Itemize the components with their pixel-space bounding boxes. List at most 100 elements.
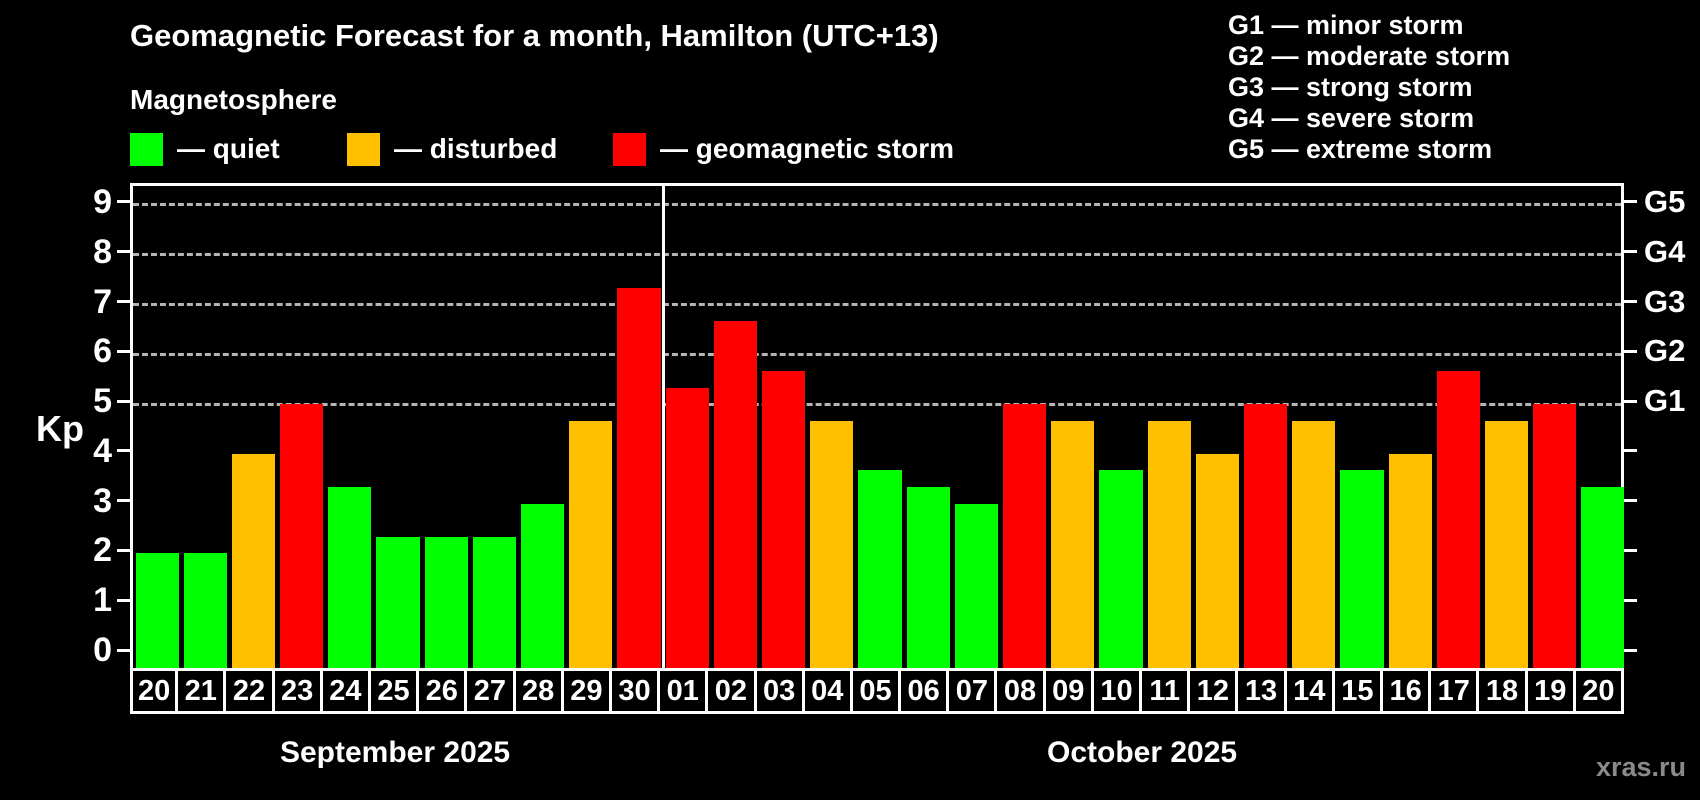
right-axis-tick — [1624, 250, 1637, 254]
legend-item-label: — geomagnetic storm — [660, 133, 955, 164]
legend-item-label: — quiet — [177, 133, 280, 164]
day-label-box: 17 — [1428, 668, 1480, 714]
kp-bar — [906, 487, 950, 668]
right-axis-tick — [1624, 399, 1637, 403]
kp-bar — [617, 288, 661, 668]
right-axis-tick — [1624, 300, 1637, 304]
day-label-box: 20 — [130, 668, 179, 714]
day-label-box: 11 — [1139, 668, 1191, 714]
y-axis-title: Kp — [36, 408, 84, 449]
legend-item-label: — disturbed — [394, 133, 558, 164]
y-tick-label: 6 — [93, 332, 112, 371]
right-axis-tick — [1624, 200, 1637, 204]
plot-area — [130, 183, 1625, 668]
right-axis-label-g4: G4 — [1644, 233, 1686, 269]
y-tick-label: 7 — [93, 282, 112, 321]
y-tick-label: 2 — [93, 531, 112, 570]
day-label-box: 13 — [1235, 668, 1287, 714]
day-label-box: 05 — [849, 668, 902, 714]
legend-item-storm: — geomagnetic storm — [613, 132, 954, 166]
right-axis-label-g3: G3 — [1644, 283, 1686, 319]
y-axis-tick — [117, 200, 130, 204]
gridline-kp8 — [133, 253, 1621, 257]
kp-bar — [328, 487, 372, 668]
y-axis-tick — [117, 648, 130, 652]
right-axis-tick — [1624, 349, 1637, 353]
kp-bar — [183, 553, 227, 668]
y-axis-tick — [117, 349, 130, 353]
y-tick-label: 9 — [93, 182, 112, 221]
kp-bar — [1002, 404, 1047, 668]
day-label-box: 30 — [608, 668, 661, 714]
g-scale-item-g3: G3 — strong storm — [1228, 72, 1473, 102]
day-label-box: 21 — [175, 668, 227, 714]
legend-item-disturbed: — disturbed — [347, 132, 557, 166]
kp-bar — [231, 453, 276, 668]
month-separator-line — [661, 186, 665, 668]
kp-bar — [569, 420, 613, 668]
day-label-box: 16 — [1380, 668, 1432, 714]
kp-bar — [954, 503, 998, 668]
day-label-box: 10 — [1090, 668, 1143, 714]
month-label-october: October 2025 — [1047, 736, 1238, 769]
y-tick-label: 5 — [93, 382, 112, 421]
right-axis-label-g2: G2 — [1644, 333, 1686, 369]
y-tick-label: 4 — [93, 431, 112, 470]
kp-bar — [1195, 453, 1239, 668]
day-label-box: 03 — [753, 668, 805, 714]
right-axis-tick — [1624, 449, 1637, 453]
g-scale-item-g4: G4 — severe storm — [1228, 103, 1475, 133]
kp-bar — [1051, 420, 1095, 668]
day-label-box: 12 — [1187, 668, 1239, 714]
page-title: Geomagnetic Forecast for a month, Hamilt… — [130, 18, 939, 53]
y-axis-tick — [117, 499, 130, 503]
day-label-box: 19 — [1524, 668, 1576, 714]
day-label-box: 22 — [223, 668, 275, 714]
day-label-box: 02 — [705, 668, 757, 714]
day-label-box: 18 — [1476, 668, 1528, 714]
y-axis-tick — [117, 548, 130, 552]
right-axis-label-g1: G1 — [1644, 383, 1686, 419]
kp-bar — [1340, 470, 1384, 668]
y-axis-tick — [117, 300, 130, 304]
gridline-kp9 — [133, 203, 1621, 207]
right-axis-tick — [1624, 648, 1637, 652]
disturbed-swatch-icon — [347, 132, 380, 166]
kp-bar — [521, 503, 565, 668]
day-label-box: 08 — [994, 668, 1046, 714]
kp-bar — [1099, 470, 1143, 668]
day-label-box: 04 — [801, 668, 853, 714]
right-axis-tick — [1624, 548, 1637, 552]
day-label-box: 27 — [464, 668, 516, 714]
day-label-box: 15 — [1331, 668, 1384, 714]
kp-bar — [762, 370, 806, 668]
storm-swatch-icon — [613, 132, 646, 166]
watermark: xras.ru — [1595, 752, 1686, 782]
kp-bar — [1533, 404, 1577, 668]
y-axis-tick — [117, 399, 130, 403]
day-label-box: 14 — [1283, 668, 1335, 714]
y-tick-label: 8 — [93, 232, 112, 271]
y-tick-label: 0 — [93, 631, 112, 669]
g-scale-item-g5: G5 — extreme storm — [1228, 134, 1493, 164]
kp-bar — [1292, 420, 1336, 668]
day-label-box: 07 — [946, 668, 998, 714]
g-scale-legend: G1 — minor storm G2 — moderate storm G3 … — [1228, 10, 1510, 165]
kp-bar — [1581, 487, 1625, 668]
day-label-box: 28 — [512, 668, 564, 714]
g-scale-item-g1: G1 — minor storm — [1228, 10, 1464, 40]
y-axis-tick — [117, 449, 130, 453]
kp-bar — [810, 420, 854, 668]
kp-bar — [665, 387, 709, 668]
day-label-box: 29 — [560, 668, 612, 714]
y-tick-label: 3 — [93, 481, 112, 520]
kp-bar — [1147, 420, 1191, 668]
y-tick-label: 1 — [93, 581, 112, 620]
kp-bar — [1243, 404, 1288, 668]
quiet-swatch-icon — [130, 132, 163, 166]
kp-bar — [424, 537, 468, 668]
kp-bar — [376, 537, 420, 668]
kp-bar — [713, 320, 757, 668]
kp-bar — [135, 553, 179, 668]
kp-bar — [1484, 420, 1529, 668]
